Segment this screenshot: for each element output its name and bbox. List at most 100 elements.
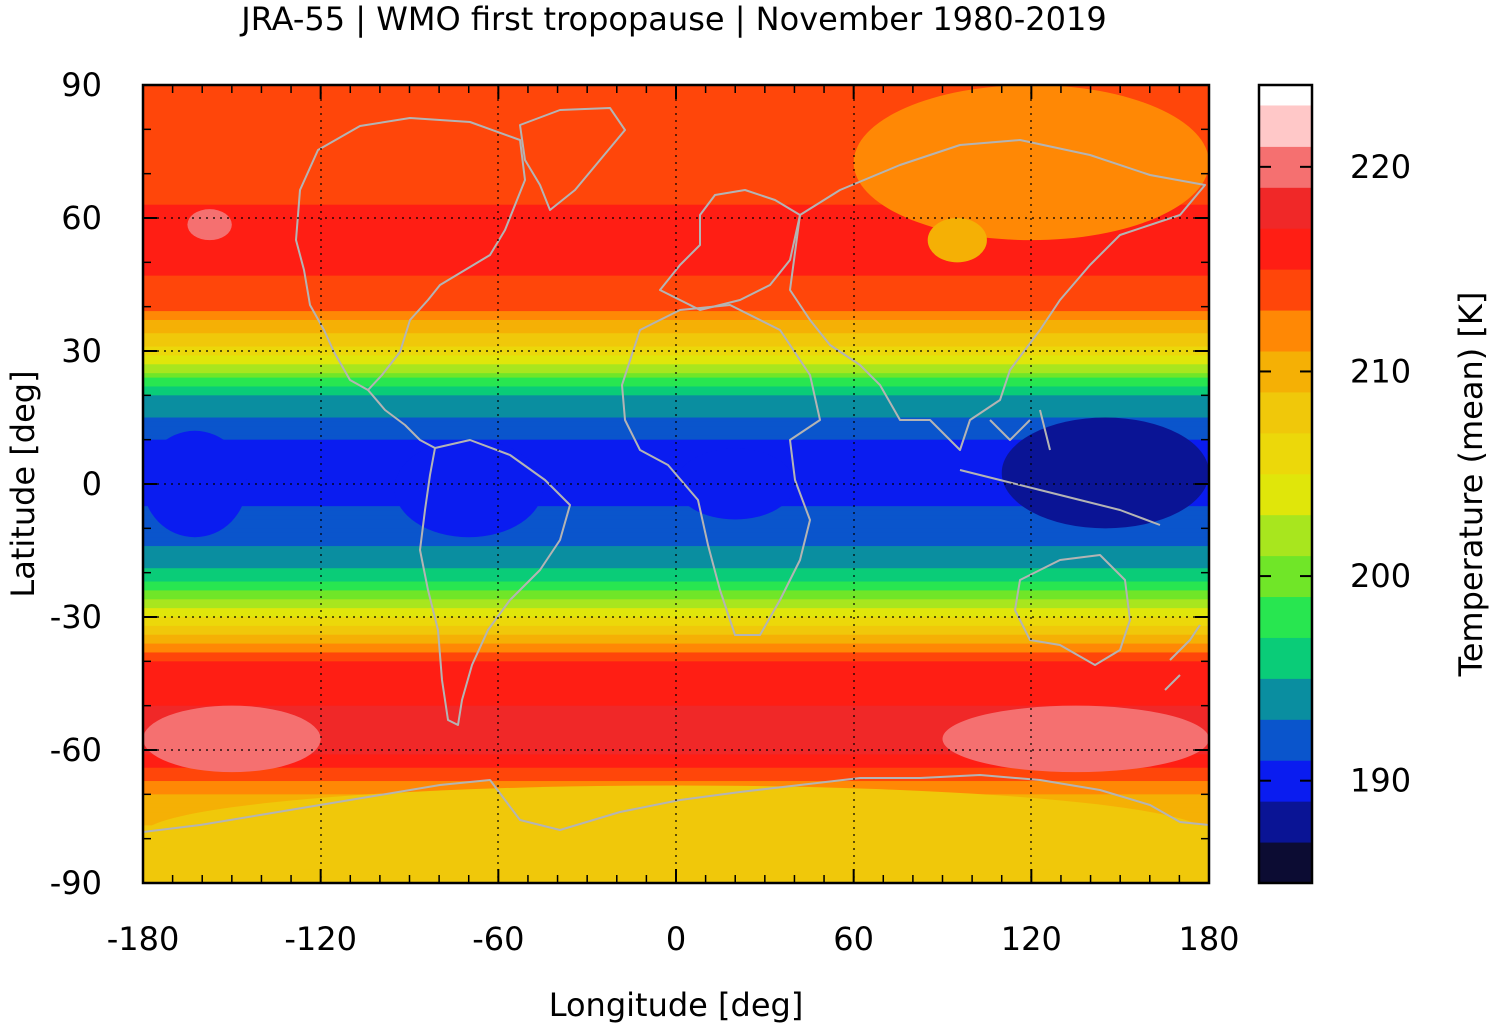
- heatmap-band: [143, 634, 1209, 640]
- colorbar-frame: [1257, 83, 1314, 885]
- colorbar-label: Temperature (mean) [K]: [1452, 292, 1490, 678]
- heatmap-band: [143, 745, 1209, 751]
- colorbar-tick-label: 220: [1350, 148, 1411, 186]
- heatmap-band: [143, 515, 1209, 521]
- heatmap-band: [143, 501, 1209, 507]
- heatmap-band: [143, 240, 1209, 246]
- colorbar-swatch: [1259, 391, 1312, 434]
- coastline-asia: [789, 139, 1206, 451]
- heatmap-band: [143, 541, 1209, 547]
- heatmap-band: [143, 107, 1209, 113]
- heatmap-band: [143, 723, 1209, 729]
- colorbar-swatch: [1259, 842, 1312, 884]
- x-tick-label: -120: [284, 920, 357, 958]
- heatmap-band: [143, 337, 1209, 343]
- heatmap-band: [143, 191, 1209, 197]
- heatmap-band: [143, 492, 1209, 498]
- heatmap-band: [143, 670, 1209, 676]
- heatmap-band: [143, 182, 1209, 188]
- heatmap-band: [143, 226, 1209, 232]
- heatmap-band: [143, 563, 1209, 569]
- heatmap-band: [143, 718, 1209, 724]
- heatmap-band: [143, 116, 1209, 122]
- coastline-north-america: [295, 117, 526, 391]
- heatmap-band: [143, 359, 1209, 365]
- field-blobs: [143, 85, 1209, 883]
- heatmap-band: [143, 138, 1209, 144]
- heatmap-band: [143, 444, 1209, 450]
- heatmap-band: [143, 648, 1209, 654]
- chart-title: JRA-55 | WMO first tropopause | November…: [239, 0, 1106, 38]
- x-axis-label: Longitude [deg]: [549, 986, 804, 1024]
- heatmap-band: [143, 368, 1209, 374]
- heatmap-band: [143, 186, 1209, 192]
- heatmap-band: [143, 754, 1209, 760]
- heatmap-band: [143, 373, 1209, 379]
- x-tick-label: 0: [666, 920, 686, 958]
- heatmap-band: [143, 200, 1209, 206]
- heatmap-band: [143, 484, 1209, 490]
- heatmap-band: [143, 435, 1209, 441]
- heatmap-region: [187, 209, 232, 241]
- heatmap-band: [143, 315, 1209, 321]
- heatmap-band: [143, 142, 1209, 148]
- heatmap-band: [143, 767, 1209, 773]
- heatmap-band: [143, 772, 1209, 778]
- colorbar-tick-label: 190: [1350, 762, 1411, 800]
- colorbar-swatch: [1259, 473, 1312, 516]
- heatmap-band: [143, 674, 1209, 680]
- heatmap-band: [143, 519, 1209, 525]
- heatmap-band: [143, 577, 1209, 583]
- y-tick-label: 30: [61, 332, 102, 370]
- heatmap-band: [143, 488, 1209, 494]
- heatmap-band: [143, 284, 1209, 290]
- heatmap-band: [143, 102, 1209, 108]
- heatmap-band: [143, 399, 1209, 405]
- colorbar-swatch: [1259, 801, 1312, 843]
- heatmap-band: [143, 178, 1209, 184]
- y-tick-label: -90: [50, 864, 102, 902]
- heatmap-band: [143, 288, 1209, 294]
- heatmap-band: [143, 311, 1209, 317]
- heatmap-band: [143, 736, 1209, 742]
- y-axis-ticks: 90 60 30 0 -30 -60 -90: [50, 66, 1209, 902]
- colorbar-swatch: [1259, 514, 1312, 557]
- heatmap-band: [143, 652, 1209, 658]
- heatmap-region: [676, 448, 795, 520]
- colorbar-swatch: [1259, 187, 1312, 229]
- heatmap-band: [143, 355, 1209, 361]
- x-tick-label: -60: [472, 920, 524, 958]
- y-axis-label: Latitude [deg]: [4, 370, 42, 597]
- x-tick-label: 60: [833, 920, 874, 958]
- heatmap-region: [143, 430, 247, 538]
- heatmap-band: [143, 408, 1209, 414]
- heatmap-band: [143, 585, 1209, 591]
- heatmap-band: [143, 452, 1209, 458]
- heatmap-band: [143, 528, 1209, 534]
- colorbar-ticks: 190 200 210 220: [1259, 148, 1411, 800]
- heatmap-band: [143, 599, 1209, 605]
- coastline-maritime-continent: [959, 409, 1161, 526]
- heatmap-band: [143, 297, 1209, 303]
- heatmap-band: [143, 550, 1209, 556]
- heatmap-band: [143, 781, 1209, 787]
- x-tick-label: 180: [1178, 920, 1239, 958]
- y-tick-label: -60: [50, 731, 102, 769]
- heatmap-band: [143, 421, 1209, 427]
- coastline-europe: [659, 189, 801, 311]
- heatmap-band: [143, 603, 1209, 609]
- heatmap-band: [143, 687, 1209, 693]
- grid-lines: [143, 85, 1209, 883]
- heatmap-region: [143, 705, 321, 773]
- heatmap-band: [143, 351, 1209, 357]
- heatmap-band: [143, 532, 1209, 538]
- heatmap-band: [143, 661, 1209, 667]
- heatmap-band: [143, 302, 1209, 308]
- heatmap-band: [143, 701, 1209, 707]
- heatmap-band: [143, 621, 1209, 627]
- colorbar-swatch: [1259, 228, 1312, 270]
- heatmap-band: [143, 617, 1209, 623]
- heatmap-band: [143, 155, 1209, 161]
- x-tick-label: 120: [1001, 920, 1062, 958]
- heatmap-band: [143, 395, 1209, 401]
